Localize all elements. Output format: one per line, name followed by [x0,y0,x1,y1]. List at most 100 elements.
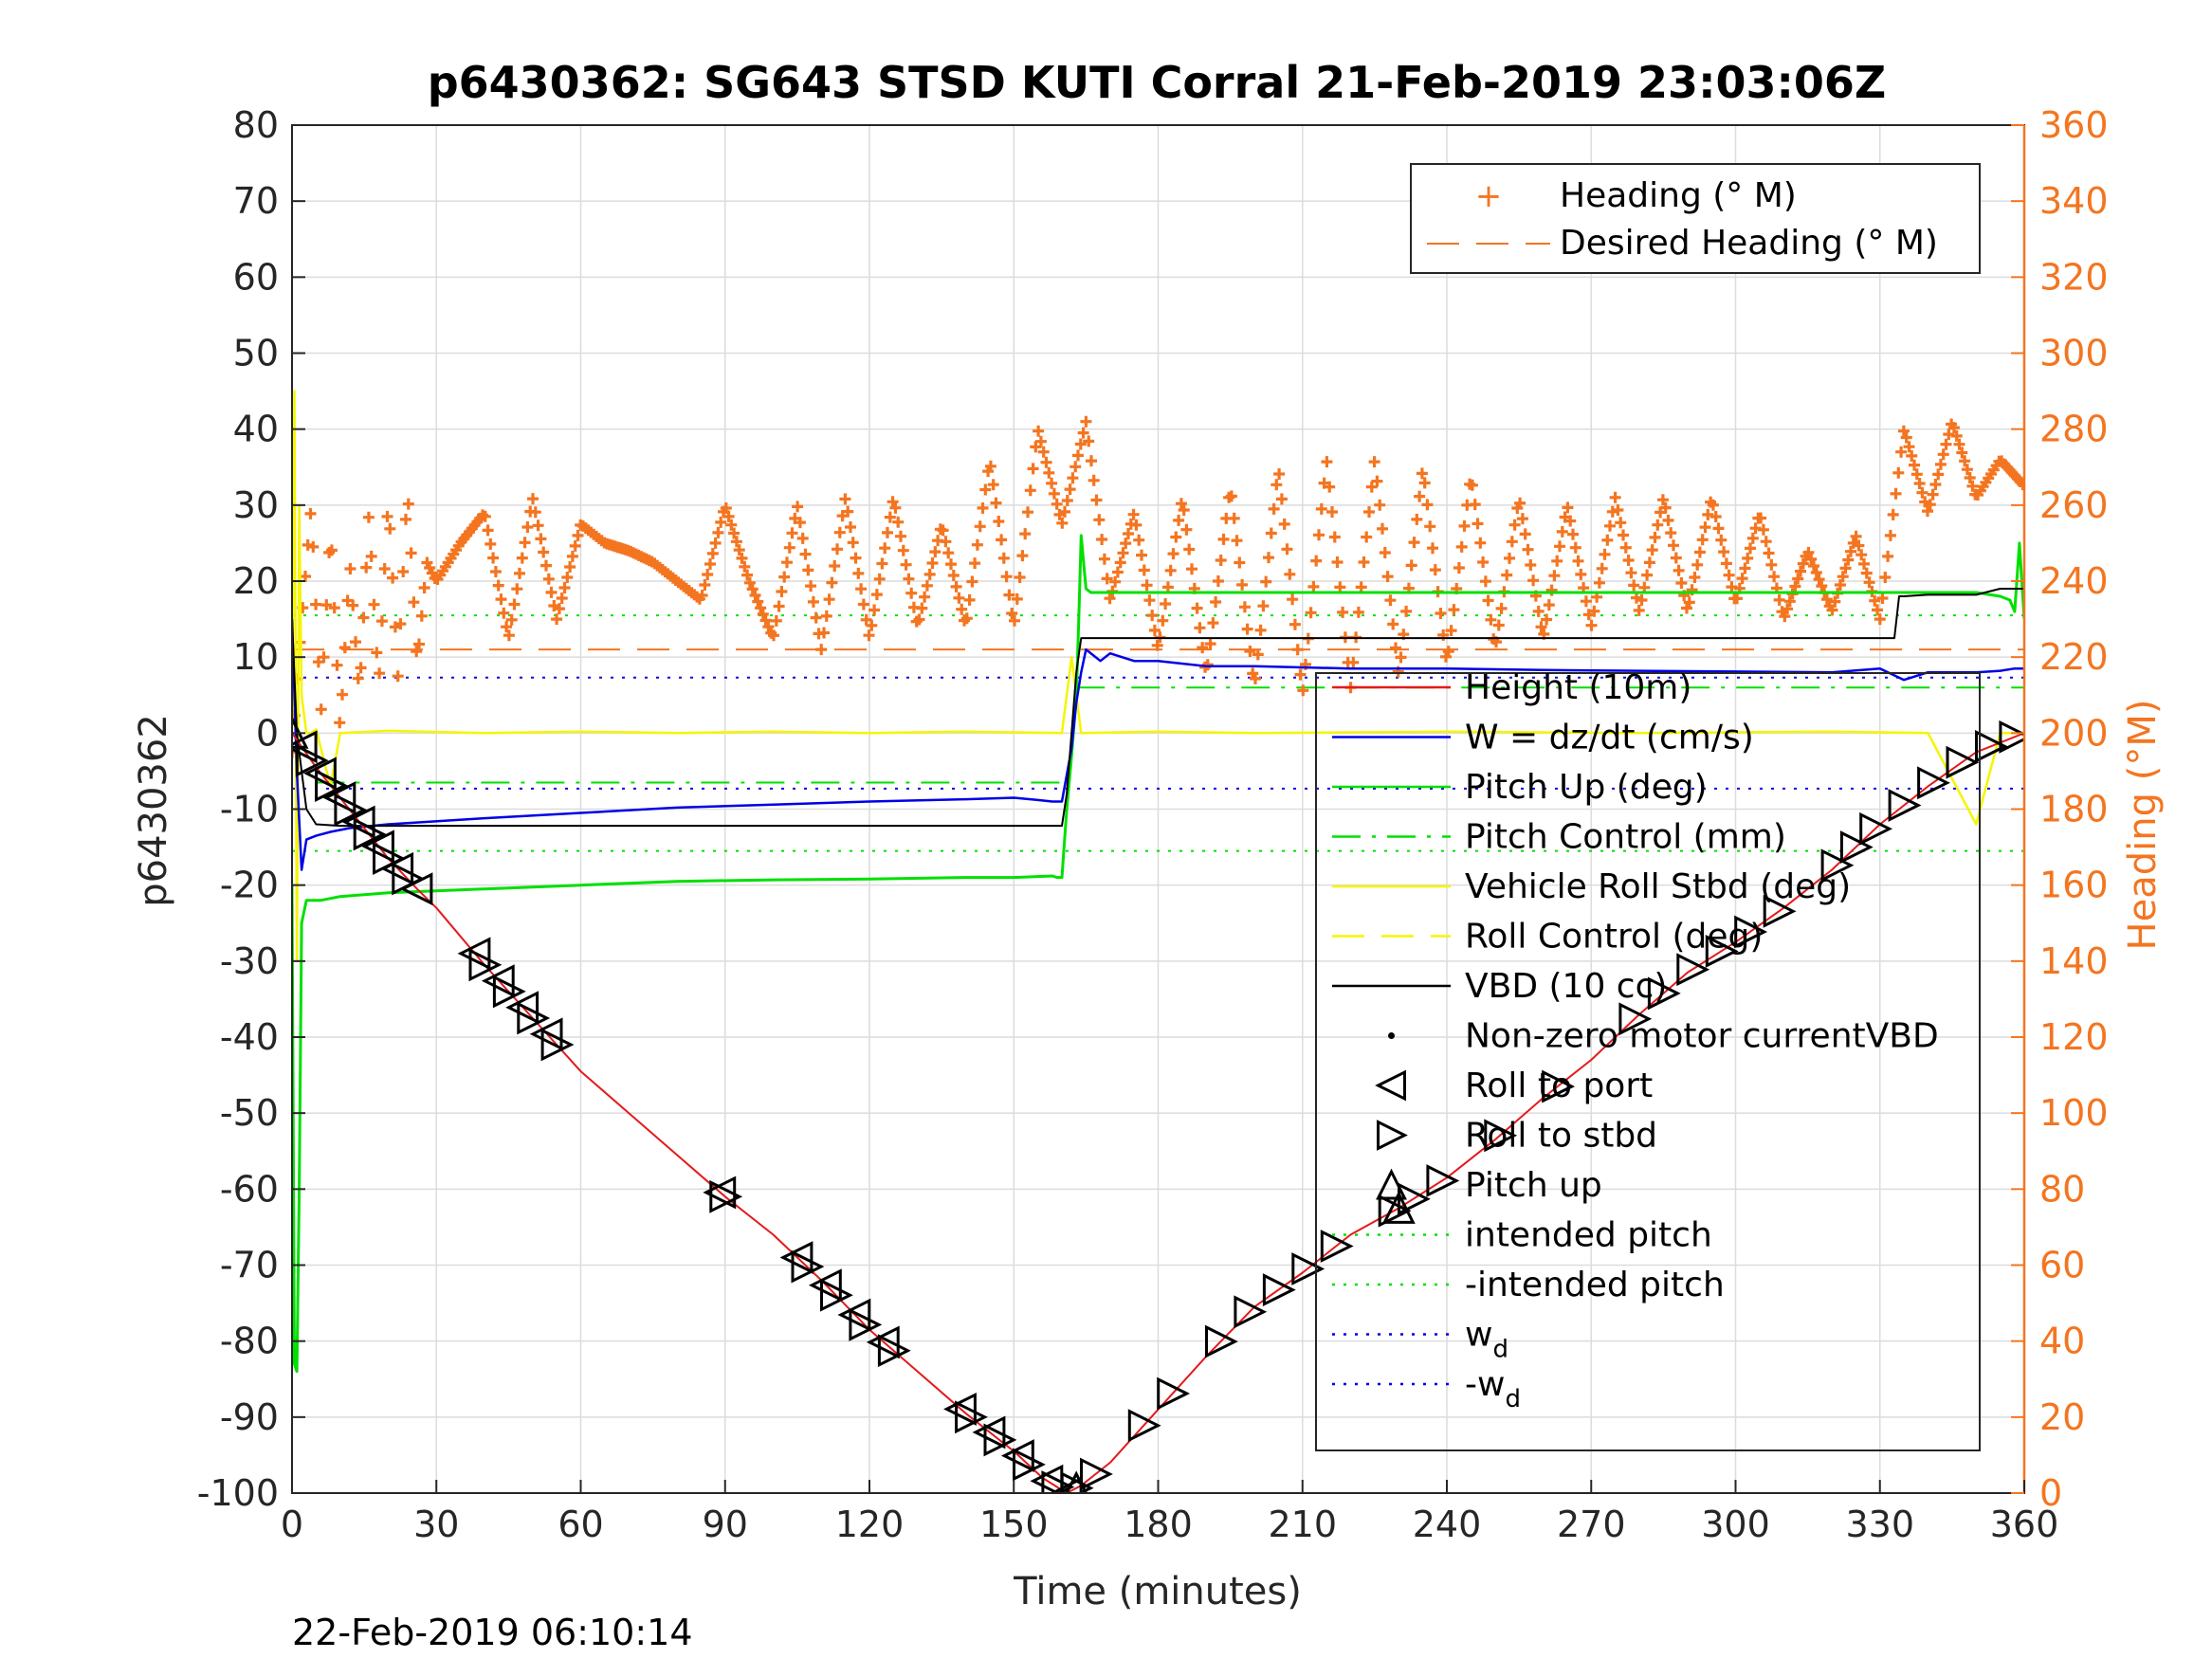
roll-stbd-marker [1946,745,1980,779]
legend-entry: Roll Control (deg) [1465,918,1763,957]
heading-markers [292,415,2024,758]
legend-entry-label: -intended pitch [1465,1266,1725,1304]
legend-entry: Vehicle Roll Stbd (deg) [1465,867,1851,906]
pitch-up-marker [1065,1470,1088,1493]
roll-stbd-marker [315,769,348,803]
height-series-line [292,732,2024,1493]
y2-tick-label: 200 [2039,712,2109,754]
heading-legend-entry: Heading (° M) [1560,176,1797,215]
y2-tick-label: 340 [2039,180,2109,222]
y-tick-label: -90 [220,1396,279,1438]
y2-tick-label: 300 [2039,333,2109,374]
legend-entry: -intended pitch [1465,1266,1725,1304]
roll-stbd-marker [1291,1252,1325,1285]
y2-tick-label: 40 [2039,1321,2085,1362]
roll-stbd-marker [1820,848,1855,883]
legend-entry: Pitch up [1465,1166,1602,1205]
roll-stbd-marker [820,1278,853,1312]
pitch-up-marker [1381,1191,1416,1224]
roll-stbd-marker [983,1423,1017,1457]
x-tick-label: 150 [979,1504,1049,1545]
x-tick-label: 360 [1990,1504,2059,1545]
roll-stbd-marker [1647,976,1681,1011]
vehicle-roll-series-line [292,390,2024,963]
roll-port-marker [481,964,515,998]
roll-stbd-marker [1320,1230,1354,1263]
roll-stbd-marker [492,975,526,1009]
legend-entry: Roll to stbd [1465,1117,1657,1156]
roll-port-marker [943,1392,977,1426]
legend-entry: VBD (10 cc) [1465,967,1667,1006]
roll-stbd-marker [877,1334,911,1368]
legend-entry: Pitch Control (mm) [1465,818,1786,857]
y-tick-label: 70 [233,180,279,222]
roll-stbd-marker [1917,766,1950,800]
legend-entry-label: Pitch Control (mm) [1465,818,1786,857]
main-legend-box [1315,672,1981,1451]
x-tick-label: 210 [1268,1504,1337,1545]
roll-stbd-marker [709,1179,743,1213]
legend-entry-label: intended pitch [1465,1216,1712,1255]
y-tick-label: -80 [220,1321,279,1362]
roll-stbd-marker [1013,1448,1046,1482]
roll-stbd-marker [392,862,426,896]
roll-port-marker [303,757,337,791]
legend-entry-label: Height (10m) [1465,668,1691,707]
roll-stbd-marker [1676,953,1710,987]
legend-swatch [1388,1032,1395,1039]
legend-swatch [1377,1120,1408,1151]
heading-series [292,415,2024,758]
glider-markers [292,715,2024,1493]
y2-tick-label: 260 [2039,484,2109,526]
x-tick-label: 180 [1124,1504,1193,1545]
desired-heading-legend-entry: Desired Heading (° M) [1560,224,1938,263]
legend-entry-label: VBD (10 cc) [1465,967,1667,1006]
y-tick-label: 80 [233,104,279,146]
roll-stbd-marker [1234,1295,1268,1329]
roll-port-marker [341,805,375,839]
legend-entry-label: Pitch Up (deg) [1465,768,1708,807]
vbd-series-line [292,588,2024,828]
roll-stbd-marker [1734,915,1768,949]
legend-entry-label: Non-zero motor currentVBD [1465,1017,1939,1056]
y-tick-label: 50 [233,333,279,374]
roll-stbd-marker [295,743,329,777]
roll-port-marker [1000,1439,1034,1473]
y-tick-label: -20 [220,865,279,906]
x-tick-label: 240 [1413,1504,1482,1545]
roll-port-marker [457,937,491,971]
y2-tick-label: 180 [2039,789,2109,830]
roll-stbd-marker [1262,1273,1296,1307]
y2-tick-label: 240 [2039,560,2109,602]
x-axis-label: Time (minutes) [1013,1570,1302,1613]
roll-stbd-marker [1484,1119,1518,1153]
legend-entry-subscript: d [1492,1336,1508,1364]
x-tick-label: 120 [835,1504,905,1545]
legend-entry: wd [1465,1316,1508,1364]
roll-stbd-marker [849,1307,883,1341]
legend-entry: Height (10m) [1465,668,1691,707]
roll-port-marker [361,830,394,864]
y-tick-label: 0 [256,712,279,754]
legend-entry: intended pitch [1465,1216,1712,1255]
y2-tick-label: 160 [2039,865,2109,906]
y2-tick-label: 140 [2039,940,2109,982]
y2-tick-label: 220 [2039,636,2109,678]
roll-stbd-marker [791,1249,825,1284]
roll-stbd-marker [1060,1471,1094,1493]
legend-entry-label: Roll to port [1465,1066,1653,1105]
roll-stbd-marker [1080,1457,1113,1491]
data-series [292,390,2024,1493]
y-tick-label: 20 [233,560,279,602]
y2-tick-label: 60 [2039,1245,2085,1286]
y-tick-label: -30 [220,940,279,982]
roll-stbd-marker [1205,1324,1238,1358]
legend-entry-label: Roll Control (deg) [1465,918,1763,957]
legend-entry-label: -w [1465,1365,1505,1404]
chart-title: p6430362: SG643 STSD KUTI Corral 21-Feb-… [428,57,1887,108]
roll-stbd-marker [1763,894,1797,928]
roll-stbd-marker [1618,1002,1653,1036]
y-tick-label: 30 [233,484,279,526]
legend-entry: Non-zero motor currentVBD [1465,1017,1939,1056]
